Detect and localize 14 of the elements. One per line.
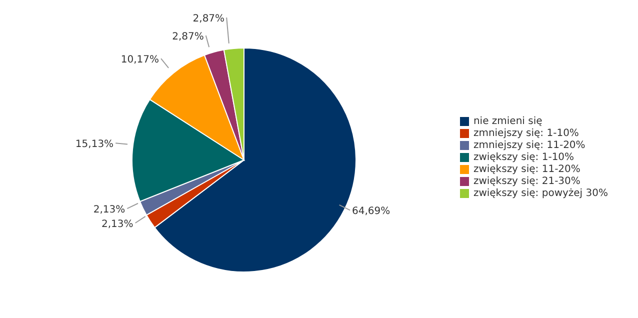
legend-label: zwiększy się: 11-20%: [473, 164, 580, 175]
data-label: 2,13%: [102, 219, 134, 230]
data-label: 2,13%: [93, 204, 126, 216]
legend-label: zwiększy się: 21-30%: [473, 176, 580, 187]
legend-label: zmniejszy się: 11-20%: [473, 140, 586, 151]
legend-label: zwiększy się: powyżej 30%: [473, 188, 608, 199]
data-label: 64,69%: [352, 206, 390, 218]
legend-label: nie zmieni się: [473, 116, 542, 127]
data-label: 15,13%: [75, 139, 114, 150]
legend-label: zmniejszy się: 1-10%: [473, 128, 579, 139]
data-label: 10,17%: [120, 54, 160, 66]
data-label: 2,87%: [172, 32, 204, 43]
data-label: 2,87%: [192, 14, 225, 25]
legend-label: zwiększy się: 1-10%: [473, 152, 574, 163]
